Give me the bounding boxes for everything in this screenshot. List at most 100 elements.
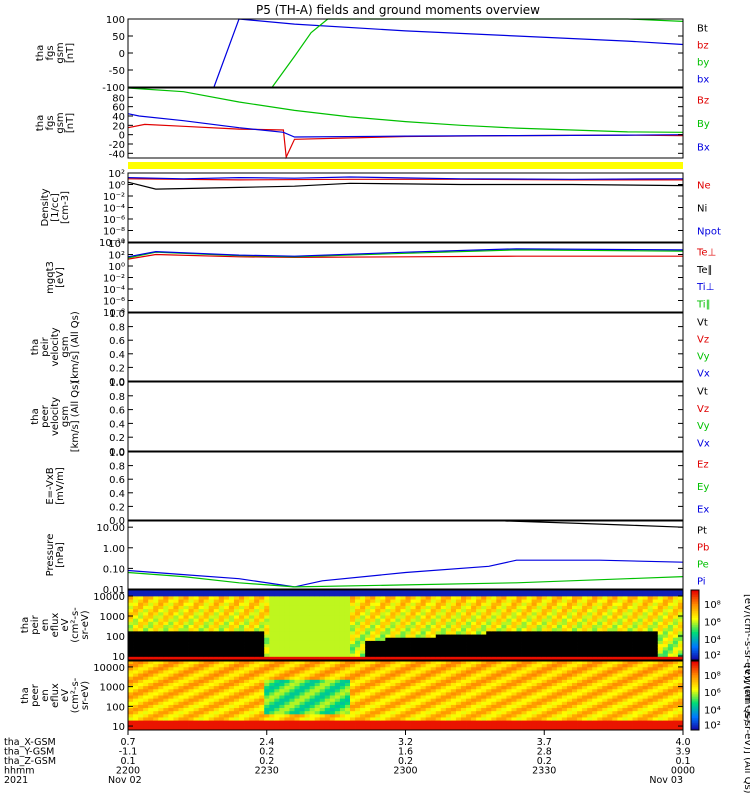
y-axis-label: Density [1/cc] [cm-3] [40, 188, 71, 226]
svg-text:tha: tha [20, 617, 31, 633]
svg-text:velocity: velocity [50, 397, 61, 436]
panel-efield: 1.0 0.8 0.6 0.4 0.2 0.0 E=-VxB [mV/m] Ez Ey Ex [45, 448, 709, 527]
panel-frame [127, 18, 684, 88]
time-axis-row-label: tha_Y-GSM [4, 747, 54, 758]
legend-entry: Bz [697, 96, 709, 107]
y-tick-label: 10⁰ [108, 181, 125, 192]
y-tick-label: 0.0 [109, 447, 125, 458]
legend-entry: Ne [697, 181, 711, 192]
colorbar-label: [eV/(cm²-s-sr-eV)] (All Qs) [742, 665, 750, 794]
y-tick-label: 0.10 [103, 564, 125, 575]
y-tick-label: 100 [106, 702, 125, 713]
legend-entry: Vy [697, 421, 710, 432]
svg-text:peir: peir [30, 614, 41, 634]
colorbar: 10⁸ 10⁶ 10⁴ 10² [eV/(cm²-s-sr-eV)] (All Qs) [690, 589, 750, 723]
legend-entry: Ey [697, 482, 709, 493]
svg-text:[km/s] (All Qs): [km/s] (All Qs) [70, 311, 81, 383]
y-tick-label: 1.0 [109, 448, 125, 459]
y-tick-label: 0.6 [109, 406, 125, 417]
y-tick-label: 1000 [100, 612, 125, 623]
y-tick-label: 10000 [93, 663, 125, 674]
y-tick-label: 0.4 [109, 419, 125, 430]
y-tick-label: 0.01 [103, 585, 125, 596]
y-tick-label: -20 [109, 140, 125, 151]
svg-text:[eV]: [eV] [55, 267, 66, 288]
svg-text:[km/s] (All Qs): [km/s] (All Qs) [70, 381, 81, 453]
y-axis-label: Pressure [nPa] [45, 534, 66, 577]
colorbar-tick-label: 10⁴ [704, 705, 721, 716]
y-tick-label: 10⁻² [103, 274, 125, 285]
time-axis-value: 2230 [255, 766, 279, 777]
time-axis-value: Nov 02 [108, 775, 142, 786]
series-line-black [505, 520, 684, 528]
y-tick-label: 10⁻⁴ [103, 285, 125, 296]
y-axis-label: tha fgs gsm [nT] [35, 42, 76, 63]
y-axis-label: tha peir en eflux eV (cm²-s-sr-eV) [20, 607, 91, 643]
svg-text:mgqt3: mgqt3 [45, 261, 56, 294]
svg-text:(cm²-s-: (cm²-s- [70, 607, 81, 643]
colorbar-label: [eV/(cm²-s-sr-eV)] (All Qs) [742, 594, 750, 723]
y-axis-label: E=-VxB [mV/m] [45, 467, 66, 505]
legend-entry: bz [697, 41, 709, 52]
svg-text:gsm: gsm [60, 406, 71, 427]
y-tick-label: 0.8 [109, 323, 125, 334]
svg-text:sr-eV): sr-eV) [80, 610, 91, 639]
time-axis-value: 3.7 [537, 737, 552, 748]
y-tick-label: 10² [108, 251, 125, 262]
svg-text:eflux: eflux [50, 613, 61, 638]
y-tick-label: -40 [109, 149, 125, 160]
time-axis-value: 0.2 [537, 756, 552, 767]
y-axis-label: mgqt3 [eV] [45, 261, 66, 294]
time-axis-value: 2.8 [537, 747, 552, 758]
legend-entry: Ni [697, 204, 707, 215]
colorbar-tick-label: 10² [704, 650, 721, 661]
panel-frame [127, 589, 684, 661]
series-line-green [271, 18, 684, 88]
panel-peer-velocity: 1.0 0.8 0.6 0.4 0.2 0.0 tha peer velocity gsm [km/… [30, 378, 710, 458]
y-tick-label: 10⁴ [108, 239, 125, 250]
y-tick-label: 0 [119, 49, 125, 60]
y-tick-label: 100 [106, 632, 125, 643]
svg-text:fgs: fgs [45, 45, 56, 60]
legend-entry: Pt [697, 526, 707, 537]
panel-frame [127, 87, 684, 159]
svg-text:Pressure: Pressure [45, 534, 56, 577]
time-axis-value: 2300 [393, 766, 417, 777]
svg-text:tha: tha [35, 115, 46, 131]
colorbar-tick-label: 10⁶ [704, 688, 721, 699]
panel-frame [127, 381, 684, 452]
time-axis-value: 0.1 [675, 756, 690, 767]
legend-entry: Ti∥ [696, 299, 711, 310]
series-line-blue [213, 18, 684, 88]
y-tick-label: 0.2 [109, 502, 125, 513]
y-tick-label: 10000 [93, 592, 125, 603]
legend-entry: Ti⊥ [696, 282, 714, 293]
y-tick-label: 100 [106, 15, 125, 26]
data-quality-bar [128, 162, 683, 169]
time-axis-value: 0.2 [398, 756, 413, 767]
legend-entry: Vx [697, 369, 710, 380]
legend-entry: Vz [697, 404, 709, 415]
time-axis-value: 2200 [116, 766, 140, 777]
series-line-red [127, 253, 683, 260]
time-axis-row-label: tha_X-GSM [4, 737, 56, 748]
panel-fgs-gsm: 100 50 0 -50 -100 tha fgs gsm [nT] Bt bz by bx [35, 15, 709, 94]
legend-entry: by [697, 58, 709, 69]
time-axis-value: 0.7 [120, 737, 135, 748]
y-tick-label: 0.0 [109, 377, 125, 388]
legend-entry: Vz [697, 335, 709, 346]
series-line-blue [127, 248, 684, 258]
y-axis-label: tha peer velocity gsm [km/s] (All Qs) [30, 381, 81, 453]
time-axis-value: 0.2 [259, 747, 274, 758]
series-line-red [127, 123, 684, 160]
series-line-blue [127, 559, 684, 588]
svg-text:gsm: gsm [60, 336, 71, 357]
svg-text:peer: peer [40, 404, 51, 428]
svg-text:tha: tha [30, 408, 41, 424]
svg-text:en: en [40, 619, 51, 632]
